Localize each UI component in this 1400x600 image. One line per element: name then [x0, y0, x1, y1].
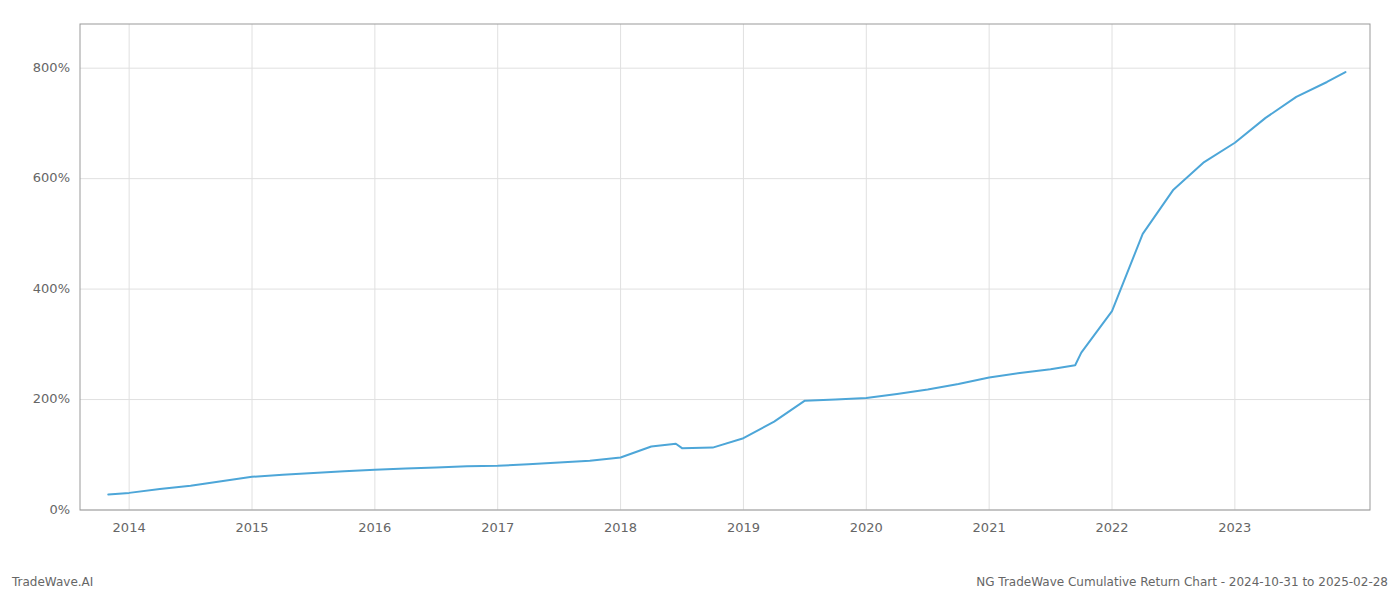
x-tick-label: 2018	[604, 520, 637, 535]
x-grid-line	[620, 24, 621, 510]
data	[108, 72, 1345, 494]
y-grid-line	[80, 178, 1370, 179]
x-grid-line	[1234, 24, 1235, 510]
x-tick-label: 2015	[235, 520, 268, 535]
x-grid-line	[866, 24, 867, 510]
x-grid-line	[129, 24, 130, 510]
x-tick-label: 2019	[727, 520, 760, 535]
x-tick-label: 2014	[113, 520, 146, 535]
y-tick-label: 400%	[33, 281, 70, 296]
y-tick-label: 200%	[33, 391, 70, 406]
x-grid-line	[1112, 24, 1113, 510]
grid	[80, 24, 1370, 510]
y-grid-line	[80, 68, 1370, 69]
series-line	[108, 72, 1345, 494]
x-tick-label: 2022	[1095, 520, 1128, 535]
y-tick-label: 0%	[49, 502, 70, 517]
x-tick-label: 2023	[1218, 520, 1251, 535]
x-tick-label: 2017	[481, 520, 514, 535]
x-tick-label: 2016	[358, 520, 391, 535]
y-tick-label: 800%	[33, 60, 70, 75]
chart: 0% 200% 400% 600% 800% 2014 2015 2016 2017 2018 20…	[0, 0, 1400, 600]
x-grid-line	[374, 24, 375, 510]
plot-frame	[80, 24, 1370, 510]
page: {"chart_data": {"type": "line", "title":…	[0, 0, 1400, 600]
y-grid-line	[80, 399, 1370, 400]
y-tick-label: 600%	[33, 170, 70, 185]
x-grid-line	[989, 24, 990, 510]
watermark: TradeWave.AI	[11, 575, 93, 589]
axes: 0% 200% 400% 600% 800% 2014 2015 2016 2017 2018 20…	[33, 24, 1370, 535]
texts: TradeWave.AI NG TradeWave Cumulative Retu…	[11, 575, 1388, 589]
x-tick-label: 2020	[850, 520, 883, 535]
y-grid-line	[80, 289, 1370, 290]
x-grid-line	[252, 24, 253, 510]
x-tick-label: 2021	[973, 520, 1006, 535]
x-grid-line	[497, 24, 498, 510]
title: NG TradeWave Cumulative Return Chart - 2…	[976, 575, 1388, 589]
